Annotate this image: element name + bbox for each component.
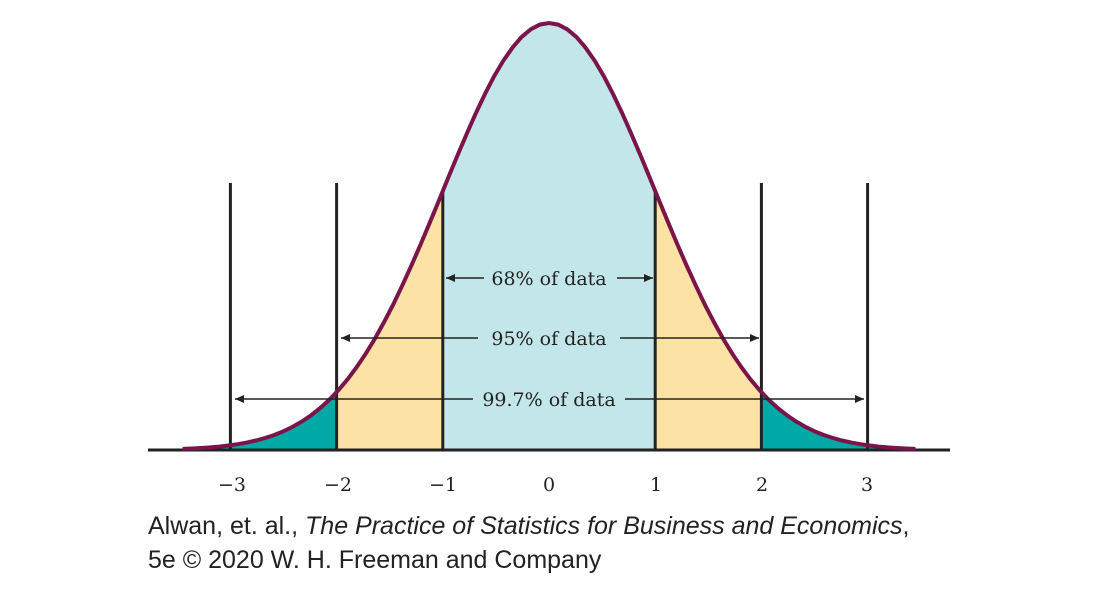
caption-line-2: 5e © 2020 W. H. Freeman and Company [148, 546, 602, 574]
arrowhead-68-left [446, 274, 455, 282]
tick-label-neg3: −3 [218, 474, 246, 496]
annotation-95: 95% of data [341, 328, 759, 350]
normal-curve [182, 20, 916, 451]
tick-label-1: 1 [650, 474, 662, 496]
caption-line1-end: , [902, 512, 910, 540]
tick-label-neg2: −2 [324, 474, 352, 496]
tail-region-left [182, 392, 337, 450]
tick-label-0: 0 [543, 474, 555, 496]
tick-label-2: 2 [756, 474, 768, 496]
sd-boundary-lines [228, 183, 870, 450]
arrowhead-997-right [855, 395, 864, 403]
x-axis-tick-labels: −3 −2 −1 0 1 2 3 [218, 474, 873, 496]
percentage-annotations: 68% of data 95% of data 99.7% of data [235, 268, 864, 411]
annotation-68: 68% of data [446, 268, 653, 290]
arrowhead-68-right [644, 274, 653, 282]
arrowhead-95-left [341, 334, 350, 342]
tail-region-right [761, 392, 916, 450]
caption-line-1: Alwan, et. al., The Practice of Statisti… [148, 509, 1048, 543]
tick-label-neg1: −1 [429, 474, 457, 496]
tick-label-3: 3 [861, 474, 873, 496]
within-one-sd-region [442, 23, 656, 450]
caption-book-title: The Practice of Statistics for Business … [305, 512, 903, 540]
arrowhead-95-right [750, 334, 759, 342]
figure-caption: Alwan, et. al., The Practice of Statisti… [148, 509, 1048, 577]
caption-authors: Alwan, et. al., [148, 512, 299, 540]
annotation-68-label: 68% of data [491, 268, 606, 290]
annotation-997: 99.7% of data [235, 389, 864, 411]
annotation-997-label: 99.7% of data [482, 389, 615, 411]
arrowhead-997-left [235, 395, 244, 403]
annotation-95-label: 95% of data [491, 328, 606, 350]
normal-distribution-diagram: 68% of data 95% of data 99.7% of data −3… [148, 20, 950, 496]
